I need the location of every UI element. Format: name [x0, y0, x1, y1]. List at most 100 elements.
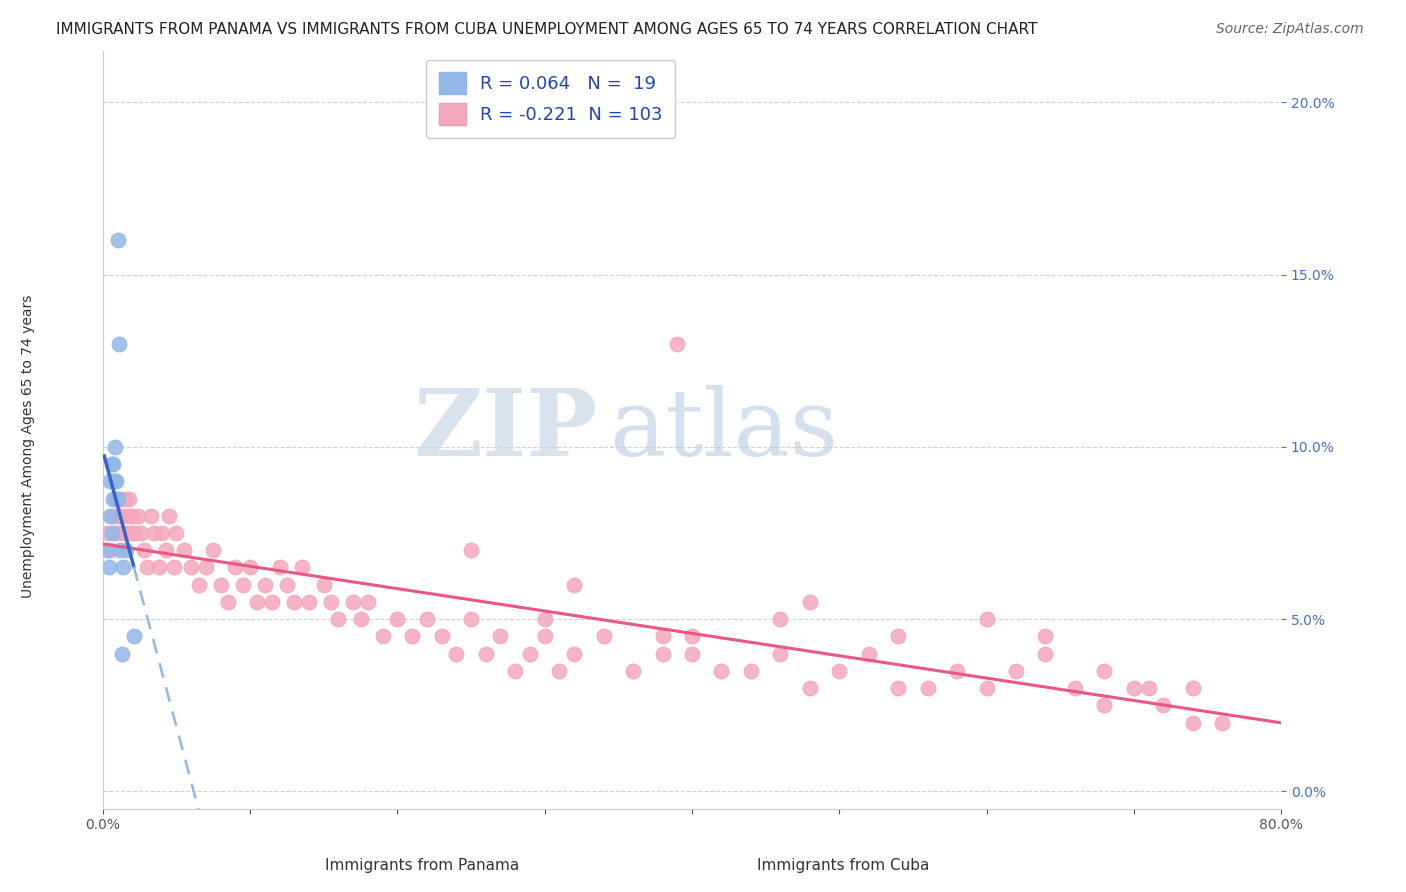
Point [621, 664, 644, 678]
Point [799, 595, 821, 609]
Point [103, 440, 125, 454]
Point [1005, 664, 1028, 678]
Text: Unemployment Among Ages 65 to 74 years: Unemployment Among Ages 65 to 74 years [21, 294, 35, 598]
Point [105, 475, 128, 489]
Point [124, 526, 146, 541]
Point [430, 629, 453, 643]
Point [917, 681, 939, 695]
Point [101, 491, 124, 506]
Point [651, 647, 673, 661]
Point [291, 560, 314, 574]
Point [100, 526, 122, 541]
Point [96, 543, 118, 558]
Point [276, 578, 298, 592]
Point [246, 595, 269, 609]
Point [132, 543, 155, 558]
Point [114, 491, 136, 506]
Point [122, 629, 145, 643]
Point [1122, 681, 1144, 695]
Point [1181, 681, 1204, 695]
Point [98, 543, 121, 558]
Point [111, 526, 134, 541]
Point [105, 526, 128, 541]
Point [269, 560, 291, 574]
Point [799, 681, 821, 695]
Point [1152, 698, 1174, 713]
Point [120, 526, 142, 541]
Point [503, 664, 526, 678]
Point [342, 595, 364, 609]
Point [101, 457, 124, 471]
Point [107, 491, 129, 506]
Point [740, 664, 762, 678]
Point [112, 560, 135, 574]
Point [1035, 629, 1057, 643]
Point [148, 560, 170, 574]
Point [129, 526, 152, 541]
Point [127, 508, 149, 523]
Point [681, 629, 703, 643]
Point [194, 560, 217, 574]
Point [162, 560, 184, 574]
Point [217, 595, 239, 609]
Point [946, 664, 969, 678]
Point [1181, 715, 1204, 730]
Point [1137, 681, 1160, 695]
Point [460, 543, 482, 558]
Point [519, 647, 541, 661]
Point [371, 629, 394, 643]
Point [202, 543, 225, 558]
Text: atlas: atlas [609, 384, 839, 475]
Point [651, 629, 673, 643]
Point [357, 595, 380, 609]
Point [858, 647, 880, 661]
Point [98, 508, 121, 523]
Point [1064, 681, 1087, 695]
Point [298, 595, 321, 609]
Point [387, 612, 409, 626]
Point [110, 508, 132, 523]
Point [103, 475, 125, 489]
Point [401, 629, 423, 643]
Point [416, 612, 439, 626]
Point [1035, 647, 1057, 661]
Point [115, 543, 138, 558]
Text: Immigrants from Panama: Immigrants from Panama [325, 858, 519, 872]
Point [319, 595, 342, 609]
Point [253, 578, 276, 592]
Point [887, 681, 910, 695]
Point [110, 543, 132, 558]
Point [157, 508, 180, 523]
Point [209, 578, 232, 592]
Point [108, 336, 131, 351]
Text: Immigrants from Cuba: Immigrants from Cuba [758, 858, 929, 872]
Point [283, 595, 305, 609]
Point [474, 647, 496, 661]
Point [173, 543, 195, 558]
Point [262, 595, 284, 609]
Point [96, 526, 118, 541]
Point [108, 491, 131, 506]
Point [187, 578, 209, 592]
Point [976, 612, 998, 626]
Point [976, 681, 998, 695]
Point [98, 475, 121, 489]
Point [118, 491, 141, 506]
Point [100, 457, 122, 471]
Point [111, 647, 134, 661]
Point [1092, 664, 1115, 678]
Point [533, 629, 555, 643]
Point [666, 336, 689, 351]
Point [769, 612, 792, 626]
Legend: R = 0.064   N =  19, R = -0.221  N = 103: R = 0.064 N = 19, R = -0.221 N = 103 [426, 60, 675, 138]
Point [115, 526, 138, 541]
Point [155, 543, 177, 558]
Point [887, 629, 910, 643]
Point [107, 233, 129, 247]
Point [121, 508, 143, 523]
Point [828, 664, 851, 678]
Point [180, 560, 202, 574]
Point [136, 560, 159, 574]
Point [1092, 698, 1115, 713]
Point [143, 526, 166, 541]
